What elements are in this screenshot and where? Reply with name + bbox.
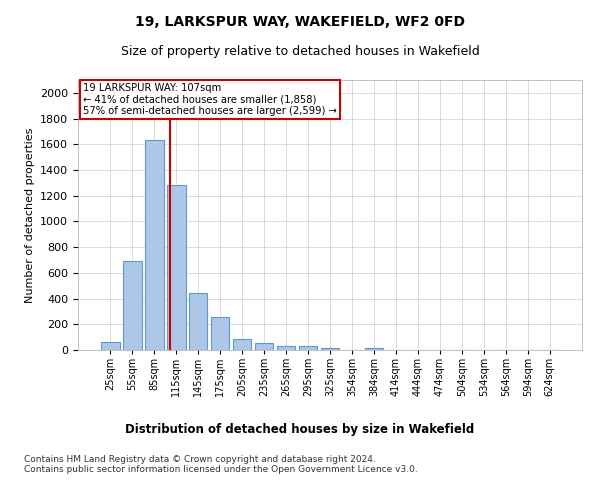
Bar	[277, 346, 295, 350]
Text: 19, LARKSPUR WAY, WAKEFIELD, WF2 0FD: 19, LARKSPUR WAY, WAKEFIELD, WF2 0FD	[135, 15, 465, 29]
Bar	[101, 342, 119, 350]
Bar	[145, 140, 164, 350]
Text: Distribution of detached houses by size in Wakefield: Distribution of detached houses by size …	[125, 422, 475, 436]
Text: 19 LARKSPUR WAY: 107sqm
← 41% of detached houses are smaller (1,858)
57% of semi: 19 LARKSPUR WAY: 107sqm ← 41% of detache…	[83, 82, 337, 116]
Bar	[320, 348, 340, 350]
Bar	[123, 260, 142, 350]
Bar	[167, 185, 185, 350]
Y-axis label: Number of detached properties: Number of detached properties	[25, 128, 35, 302]
Bar	[189, 293, 208, 350]
Bar	[299, 346, 317, 350]
Bar	[255, 343, 274, 350]
Bar	[233, 338, 251, 350]
Bar	[365, 348, 383, 350]
Text: Contains HM Land Registry data © Crown copyright and database right 2024.
Contai: Contains HM Land Registry data © Crown c…	[24, 455, 418, 474]
Text: Size of property relative to detached houses in Wakefield: Size of property relative to detached ho…	[121, 45, 479, 58]
Bar	[211, 317, 229, 350]
